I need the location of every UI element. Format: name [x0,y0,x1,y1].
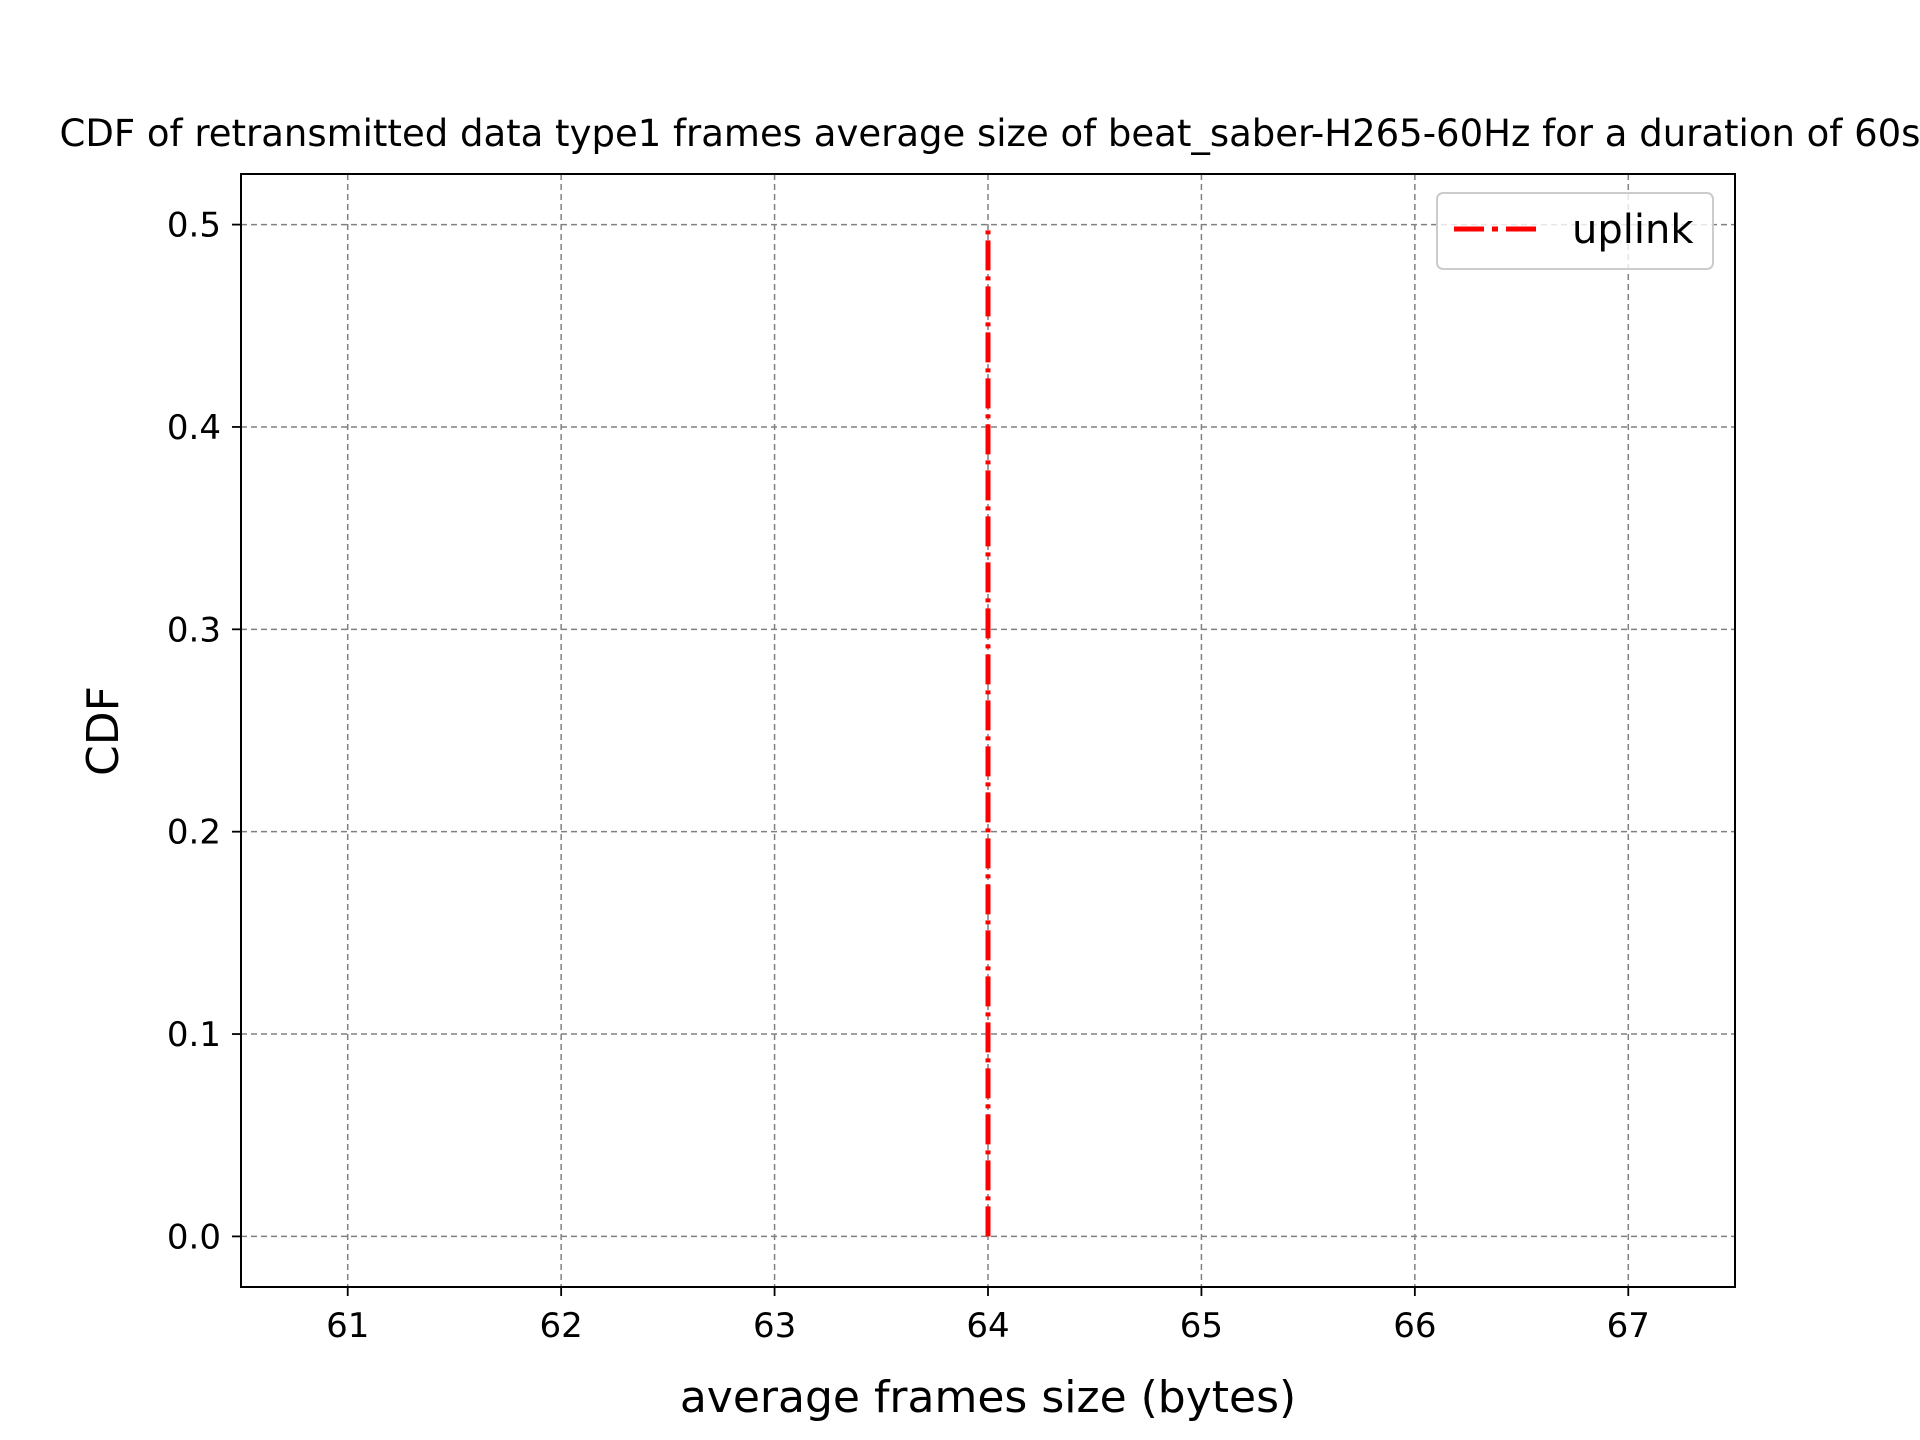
legend-box [1436,192,1714,270]
y-tick-label: 0.3 [167,610,221,650]
x-axis-ticks: 61 62 63 64 65 66 67 [326,1287,1650,1346]
y-tick-label: 0.1 [167,1015,221,1055]
chart-title: CDF of retransmitted data type1 frames a… [60,112,1920,155]
x-tick-label: 66 [1393,1306,1436,1346]
y-axis-label: CDF [78,686,129,776]
y-tick-label: 0.4 [167,408,221,448]
x-tick-label: 62 [540,1306,583,1346]
legend: uplink [1436,192,1714,270]
x-tick-label: 67 [1607,1306,1650,1346]
x-tick-label: 63 [753,1306,796,1346]
y-axis-ticks: 0.0 0.1 0.2 0.3 0.4 0.5 [167,206,241,1257]
y-tick-label: 0.2 [167,813,221,853]
legend-label-uplink: uplink [1572,207,1694,253]
y-tick-label: 0.0 [167,1217,221,1257]
y-tick-label: 0.5 [167,206,221,246]
x-axis-label: average frames size (bytes) [680,1372,1296,1423]
x-tick-label: 65 [1180,1306,1223,1346]
x-tick-label: 61 [326,1306,369,1346]
x-tick-label: 64 [966,1306,1009,1346]
